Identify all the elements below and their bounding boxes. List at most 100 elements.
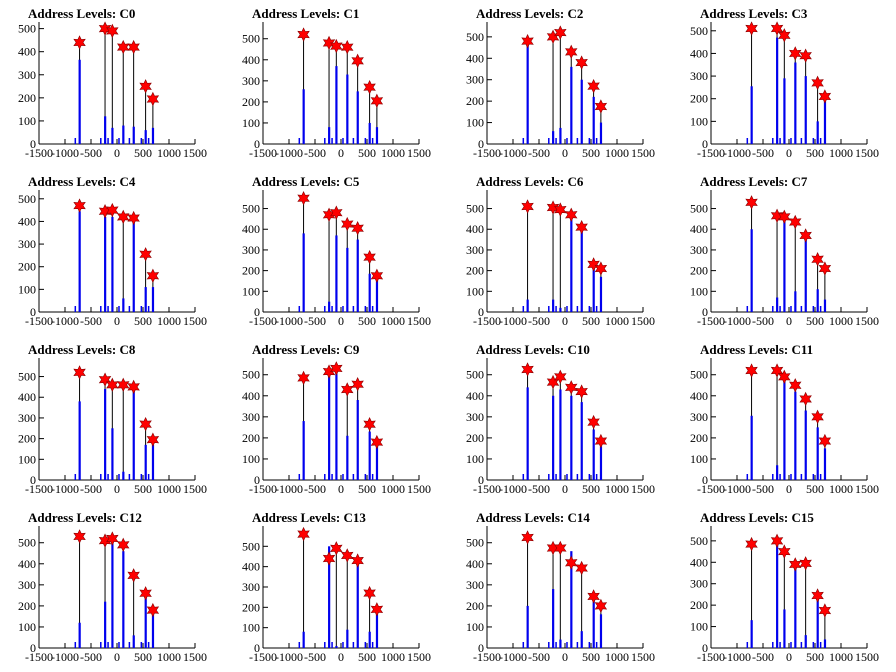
bar bbox=[375, 613, 379, 648]
bar bbox=[144, 595, 147, 648]
bar bbox=[570, 216, 573, 312]
star-marker bbox=[575, 219, 588, 235]
y-tick-label: 200 bbox=[466, 431, 484, 445]
star-marker bbox=[370, 93, 384, 109]
y-tick-label: 200 bbox=[18, 432, 36, 446]
star-marker bbox=[322, 551, 336, 566]
star-marker bbox=[117, 377, 130, 393]
x-tick-label: -1500 bbox=[697, 146, 725, 160]
panel-title: Address Levels: C5 bbox=[252, 174, 360, 189]
y-tick-label: 300 bbox=[690, 577, 708, 591]
bar bbox=[555, 306, 557, 312]
bar bbox=[140, 138, 143, 144]
star-marker bbox=[297, 526, 310, 542]
y-tick-label: 0 bbox=[702, 641, 708, 655]
chart-panel: 0 100 200 300 400 500 -1500 -1000 -500 0 500 1000 15… bbox=[224, 168, 448, 336]
bar bbox=[526, 387, 529, 480]
x-tick-label: -1000 bbox=[51, 650, 79, 664]
y-tick-label: 200 bbox=[18, 599, 36, 613]
bar bbox=[790, 138, 792, 144]
bar bbox=[335, 235, 338, 312]
bar bbox=[122, 298, 125, 312]
bar bbox=[371, 138, 374, 144]
bar bbox=[132, 388, 135, 480]
y-tick-label: 400 bbox=[18, 45, 36, 59]
star-marker bbox=[146, 432, 160, 447]
bar bbox=[352, 138, 355, 144]
bar bbox=[364, 306, 367, 312]
x-tick-label: 1500 bbox=[855, 650, 879, 664]
star-marker bbox=[106, 23, 119, 39]
bar bbox=[599, 614, 603, 648]
bar bbox=[147, 138, 150, 144]
x-tick-label: -1000 bbox=[51, 146, 79, 160]
x-tick-label: 1500 bbox=[855, 482, 879, 496]
bar bbox=[595, 642, 598, 648]
star-marker bbox=[341, 382, 354, 397]
y-tick-label: 100 bbox=[466, 620, 484, 634]
chart-panel: 0 100 200 300 400 500 -1500 -1000 -500 0 500 1000 15… bbox=[672, 168, 896, 336]
x-tick-label: -1000 bbox=[723, 482, 751, 496]
star-marker bbox=[297, 27, 310, 42]
bar bbox=[356, 239, 359, 312]
bar bbox=[328, 301, 331, 312]
bar bbox=[342, 138, 344, 144]
bar bbox=[526, 43, 529, 144]
y-tick-label: 500 bbox=[242, 32, 260, 46]
bar bbox=[776, 297, 779, 312]
bar bbox=[144, 444, 147, 480]
star-marker bbox=[594, 433, 608, 449]
x-tick-label: -500 bbox=[304, 482, 326, 496]
bar bbox=[346, 74, 349, 144]
y-tick-label: 0 bbox=[254, 641, 260, 655]
bar bbox=[128, 474, 131, 480]
bar bbox=[375, 127, 379, 144]
chart-svg: 0 100 200 300 400 500 -1500-1000 -500 0 500 1000 15… bbox=[18, 526, 207, 664]
y-tick-label: 500 bbox=[690, 24, 708, 38]
x-tick-label: 1500 bbox=[183, 146, 207, 160]
y-tick-label: 200 bbox=[466, 599, 484, 613]
bar bbox=[559, 639, 562, 648]
bar bbox=[144, 287, 147, 312]
y-tick-label: 400 bbox=[18, 214, 36, 228]
x-tick-label: -1500 bbox=[25, 146, 53, 160]
x-tick-label: 1500 bbox=[407, 146, 431, 160]
chart-svg: 0 100 200 300 400 500 -1500-1000 -500 0 500 1000 15… bbox=[242, 190, 431, 328]
x-tick-label: -1500 bbox=[697, 314, 725, 328]
bar bbox=[522, 306, 525, 312]
y-tick-label: 0 bbox=[30, 473, 36, 487]
x-tick-label: 1500 bbox=[631, 146, 655, 160]
y-tick-label: 500 bbox=[466, 368, 484, 382]
star-marker bbox=[106, 202, 119, 218]
bar bbox=[812, 642, 815, 648]
bar bbox=[812, 474, 815, 480]
star-marker bbox=[745, 363, 758, 378]
chart-panel: 0 100 200 300 400 500 -1500 -1000 -500 0 500 1000 15… bbox=[0, 504, 224, 672]
y-tick-label: 400 bbox=[242, 389, 260, 403]
panel-title: Address Levels: C10 bbox=[476, 342, 590, 357]
star-marker bbox=[594, 99, 608, 114]
bar bbox=[331, 474, 333, 480]
x-tick-label: -1000 bbox=[275, 314, 303, 328]
x-tick-label: -500 bbox=[752, 650, 774, 664]
bar bbox=[526, 299, 529, 312]
bar bbox=[566, 138, 568, 144]
star-marker bbox=[799, 48, 812, 63]
bar bbox=[776, 545, 779, 648]
bar bbox=[298, 306, 301, 312]
x-tick-label: -1000 bbox=[275, 650, 303, 664]
y-tick-label: 400 bbox=[242, 560, 260, 574]
star-marker bbox=[351, 53, 364, 69]
star-marker bbox=[811, 75, 824, 91]
bar bbox=[356, 91, 359, 144]
bar bbox=[298, 474, 301, 480]
star-marker bbox=[73, 529, 86, 544]
bar bbox=[100, 306, 102, 312]
y-tick-label: 200 bbox=[18, 260, 36, 274]
bar bbox=[580, 231, 583, 312]
bar bbox=[794, 62, 797, 144]
y-tick-label: 400 bbox=[690, 222, 708, 236]
star-marker bbox=[341, 216, 354, 232]
y-tick-label: 0 bbox=[478, 473, 484, 487]
bar bbox=[331, 642, 333, 648]
